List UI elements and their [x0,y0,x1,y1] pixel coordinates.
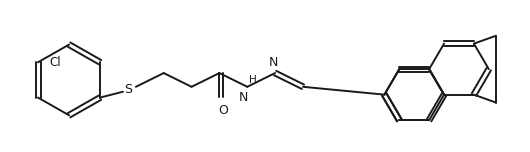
Text: H: H [249,75,257,85]
Text: O: O [218,104,228,117]
Text: Cl: Cl [49,56,61,69]
Text: N: N [238,91,248,104]
Text: S: S [124,83,132,96]
Text: N: N [269,56,278,69]
